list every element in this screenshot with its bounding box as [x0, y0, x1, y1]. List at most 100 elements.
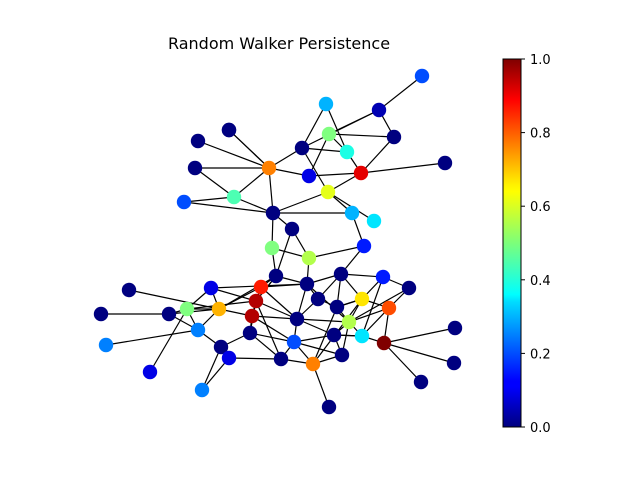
- graph-edge: [301, 147, 348, 153]
- graph-node: [310, 291, 326, 307]
- graph-node: [401, 280, 417, 296]
- graph-node: [253, 279, 269, 295]
- graph-node: [386, 129, 402, 145]
- graph-node: [244, 308, 260, 324]
- graph-node: [221, 350, 237, 366]
- graph-node: [341, 314, 357, 330]
- graph-node: [354, 328, 370, 344]
- graph-edge: [197, 140, 270, 169]
- graph-edge: [128, 289, 220, 310]
- graph-node: [305, 356, 321, 372]
- graph-edge: [306, 283, 350, 323]
- graph-node: [248, 293, 264, 309]
- graph-node: [98, 337, 114, 353]
- graph-node: [326, 327, 342, 343]
- graph-edge: [301, 147, 329, 193]
- graph-node: [321, 126, 337, 142]
- graph-edge: [301, 109, 380, 149]
- colorbar-tick-label: 0.8: [530, 127, 551, 142]
- graph-node: [190, 133, 206, 149]
- figure-title: Random Walker Persistence: [168, 34, 390, 53]
- graph-edge: [255, 300, 282, 360]
- colorbar-tick-label: 0.0: [530, 421, 551, 436]
- graph-edge: [378, 75, 423, 111]
- graph-edge: [149, 308, 188, 373]
- graph-node: [320, 184, 336, 200]
- graph-edge: [308, 172, 362, 177]
- graph-edge: [260, 286, 298, 320]
- graph-node: [268, 268, 284, 284]
- graph-edge: [272, 191, 329, 214]
- graph-edge: [383, 327, 456, 344]
- graph-node: [142, 364, 158, 380]
- graph-node: [264, 240, 280, 256]
- graph-node: [190, 322, 206, 338]
- graph-node: [213, 339, 229, 355]
- graph-node: [375, 269, 391, 285]
- graph-node: [221, 122, 237, 138]
- graph-node: [273, 351, 289, 367]
- graph-edge: [251, 315, 298, 320]
- graph-node: [121, 282, 137, 298]
- graph-edge: [348, 287, 410, 323]
- graph-edge: [296, 318, 350, 323]
- graph-edge: [255, 300, 298, 320]
- graph-edge: [233, 167, 270, 198]
- graph-edge: [361, 276, 384, 337]
- colorbar-gradient: [502, 58, 522, 428]
- colorbar: 0.0 0.2 0.4 0.6 0.8 1.0: [502, 53, 551, 436]
- graph-node: [286, 334, 302, 350]
- graph-edge: [360, 162, 446, 174]
- graph-edge: [105, 329, 199, 346]
- graph-edge: [183, 201, 274, 214]
- graph-node: [437, 155, 453, 171]
- graph-node: [161, 306, 177, 322]
- graph-edge: [308, 133, 330, 177]
- graph-node: [284, 221, 300, 237]
- graph-node: [414, 68, 430, 84]
- graph-edge: [312, 363, 330, 408]
- graph-node: [301, 250, 317, 266]
- graph-edge: [268, 167, 274, 214]
- graph-node: [381, 300, 397, 316]
- graph-node: [179, 301, 195, 317]
- graph-node: [447, 320, 463, 336]
- graph-node: [265, 205, 281, 221]
- graph-node: [356, 238, 372, 254]
- graph-node: [333, 266, 349, 282]
- graph-edge: [183, 196, 235, 203]
- graph-node: [344, 205, 360, 221]
- colorbar-ticks: 0.0 0.2 0.4 0.6 0.8 1.0: [521, 53, 551, 436]
- graph-edge: [383, 342, 455, 364]
- graph-node: [446, 355, 462, 371]
- graph-edge: [293, 341, 343, 356]
- graph-edge: [251, 315, 295, 343]
- graph-node: [294, 140, 310, 156]
- graph-node: [413, 374, 429, 390]
- graph-edge: [194, 167, 235, 198]
- graph-node: [371, 102, 387, 118]
- graph-edge: [228, 129, 270, 169]
- graph-node: [187, 160, 203, 176]
- graph-edge: [328, 133, 395, 138]
- graph-node: [93, 306, 109, 322]
- graph-edge: [383, 342, 422, 383]
- graph-edge: [308, 245, 365, 259]
- graph-edge: [360, 136, 395, 174]
- graph-edge: [228, 357, 282, 360]
- graph-edge: [301, 103, 327, 149]
- graph-edge: [275, 228, 293, 277]
- graph-node: [203, 280, 219, 296]
- graph-node: [329, 299, 345, 315]
- colorbar-tick-label: 0.2: [530, 347, 551, 362]
- graph-node: [339, 144, 355, 160]
- graph-node: [176, 194, 192, 210]
- graph-node: [301, 168, 317, 184]
- graph-node: [354, 291, 370, 307]
- graph-edge: [201, 346, 222, 391]
- graph-node: [366, 213, 382, 229]
- graph-node: [376, 335, 392, 351]
- graph-node: [261, 160, 277, 176]
- graph-node: [194, 382, 210, 398]
